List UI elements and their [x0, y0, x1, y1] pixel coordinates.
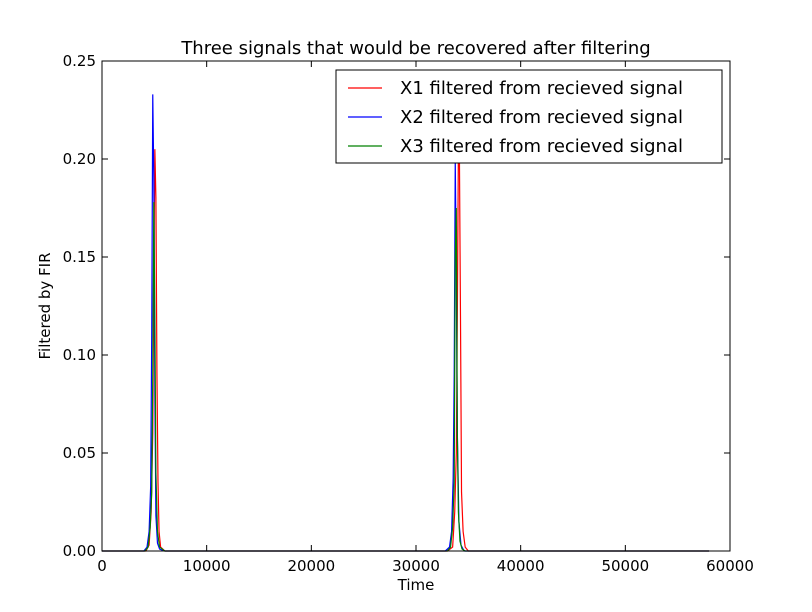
legend-entry-2: X2 filtered from recieved signal [400, 107, 683, 128]
y-axis: 0.00 0.05 0.10 0.15 0.20 0.25 [63, 52, 730, 560]
x-tick-label: 30000 [392, 557, 440, 575]
legend-box [335, 69, 723, 164]
x-axis: 0 10000 20000 30000 40000 50000 60000 [97, 61, 754, 575]
x-axis-label: Time [397, 576, 435, 594]
y-tick-label: 0.10 [63, 346, 96, 364]
x-tick-label: 40000 [497, 557, 545, 575]
y-tick-label: 0.20 [63, 150, 96, 168]
x-tick-label: 60000 [706, 557, 754, 575]
legend: X1 filtered from recieved signal X2 filte… [335, 69, 723, 164]
y-tick-label: 0.05 [63, 444, 96, 462]
x-tick-label: 20000 [287, 557, 335, 575]
y-tick-label: 0.15 [63, 248, 96, 266]
y-tick-label: 0.25 [63, 52, 96, 70]
y-axis-label: Filtered by FIR [36, 253, 54, 360]
y-tick-label: 0.00 [63, 542, 96, 560]
x-tick-label: 0 [97, 557, 107, 575]
x-tick-label: 10000 [183, 557, 231, 575]
legend-entry-1: X1 filtered from recieved signal [400, 78, 683, 99]
x-tick-label: 50000 [601, 557, 649, 575]
chart-title: Three signals that would be recovered af… [180, 38, 650, 59]
legend-entry-3: X3 filtered from recieved signal [400, 136, 683, 157]
